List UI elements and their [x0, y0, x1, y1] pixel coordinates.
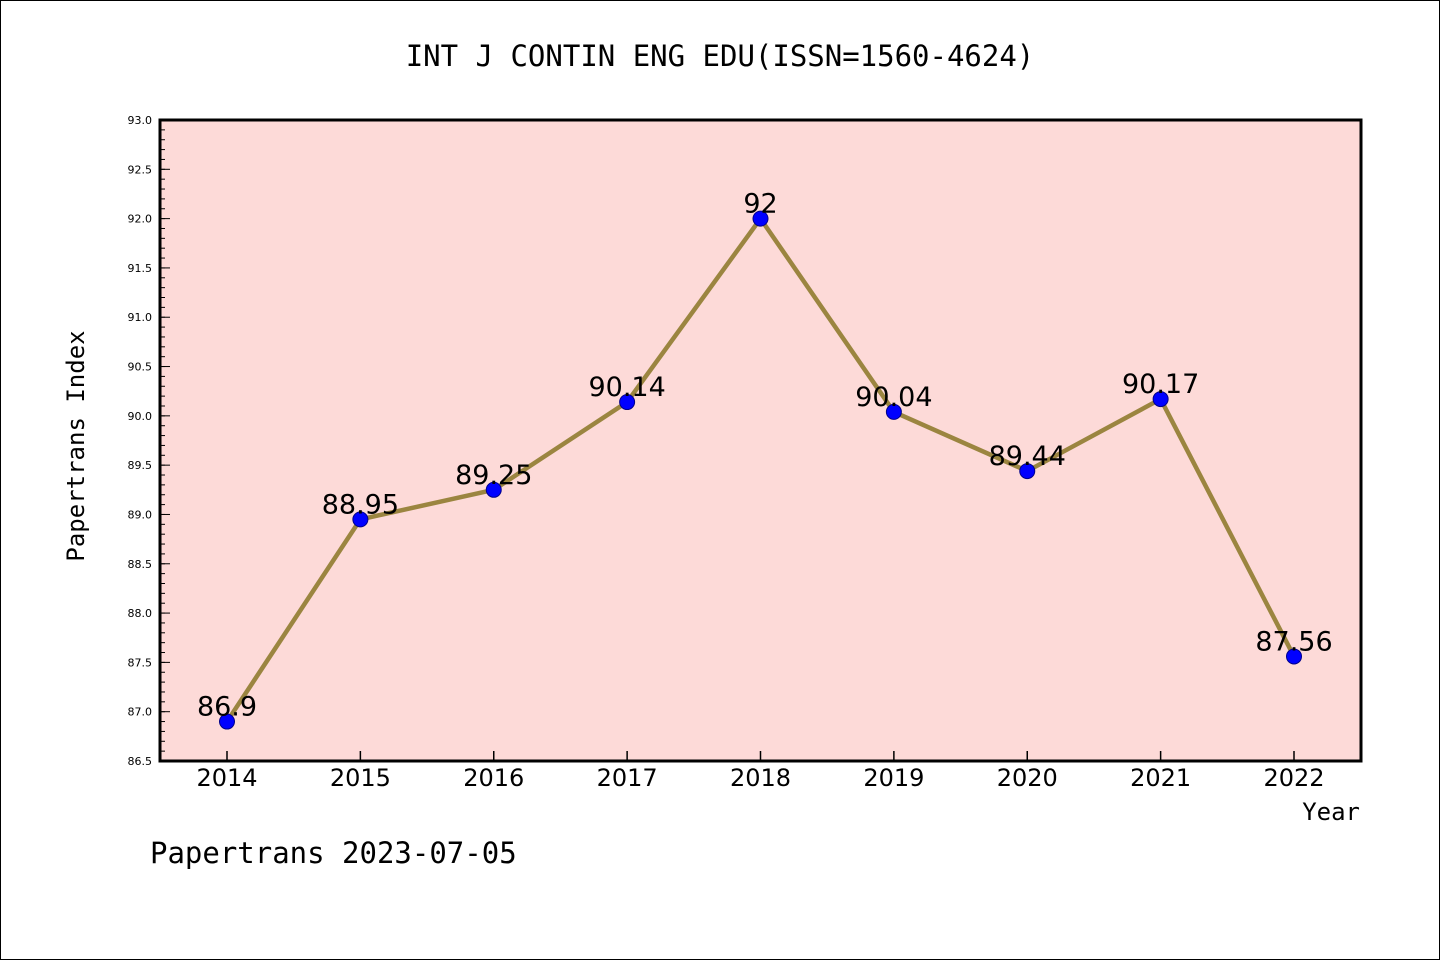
data-point — [885, 403, 902, 420]
data-point — [219, 713, 235, 730]
plot-border — [158, 118, 1363, 763]
x-tick-label: 2021 — [1130, 764, 1191, 792]
series-layer: 86.9 88.95 89.25 90.14 92 90.04 89.44 90.17 87.5… — [197, 189, 1333, 730]
x-tick-label: 2015 — [330, 764, 391, 792]
y-tick-label: 92.0 — [128, 213, 153, 226]
data-label: 89.25 — [455, 460, 532, 491]
data-label: 88.95 — [322, 489, 399, 520]
x-tick-label: 2017 — [597, 764, 658, 792]
y-tick-label: 92.5 — [128, 163, 153, 176]
y-tick-label: 93.0 — [128, 114, 153, 127]
y-tick-label: 90.0 — [128, 410, 153, 423]
plot-area — [160, 120, 1361, 761]
chart-title: INT J CONTIN ENG EDU(ISSN=1560-4624) — [406, 39, 1035, 73]
x-tick-label: 2014 — [196, 764, 257, 792]
data-label: 90.14 — [588, 372, 665, 403]
data-label: 86.9 — [197, 692, 257, 723]
x-tick-label: 2016 — [463, 764, 524, 792]
y-tick-label: 89.5 — [128, 459, 153, 472]
data-label: 87.56 — [1255, 626, 1332, 657]
footer-credit: Papertrans 2023-07-05 — [150, 836, 517, 870]
y-tick-label: 91.0 — [128, 311, 153, 324]
y-tick-label: 86.5 — [128, 755, 153, 768]
x-axis-label: Year — [1302, 798, 1360, 826]
data-label: 89.44 — [989, 441, 1066, 472]
y-tick-label: 87.0 — [128, 706, 153, 719]
data-point — [1152, 391, 1169, 408]
data-label: 90.04 — [855, 382, 932, 413]
data-point — [619, 394, 636, 411]
data-point — [485, 481, 502, 498]
y-tick-label: 88.0 — [128, 607, 153, 620]
data-point — [1286, 648, 1302, 665]
x-tick-label: 2018 — [730, 764, 791, 792]
x-tick-label: 2019 — [863, 764, 924, 792]
y-tick-label: 89.0 — [128, 508, 153, 521]
data-point — [752, 210, 769, 227]
y-axis: 86.5 87.0 87.5 88.0 88.5 89.0 89.5 90.0 90.5 91.0… — [128, 114, 170, 768]
data-label: 90.17 — [1122, 369, 1199, 400]
y-tick-label: 90.5 — [128, 361, 153, 374]
data-point — [1019, 463, 1036, 480]
y-tick-label: 87.5 — [128, 656, 153, 669]
x-tick-label: 2020 — [997, 764, 1058, 792]
data-point — [352, 511, 369, 528]
y-tick-label: 91.5 — [128, 262, 153, 275]
x-tick-label: 2022 — [1263, 764, 1324, 792]
x-axis: 2014 2015 2016 2017 2018 2019 2020 2021 2022 — [196, 751, 1325, 792]
y-tick-label: 88.5 — [128, 558, 153, 571]
y-axis-label: Papertrans Index — [62, 330, 90, 561]
data-label: 92 — [743, 189, 777, 220]
